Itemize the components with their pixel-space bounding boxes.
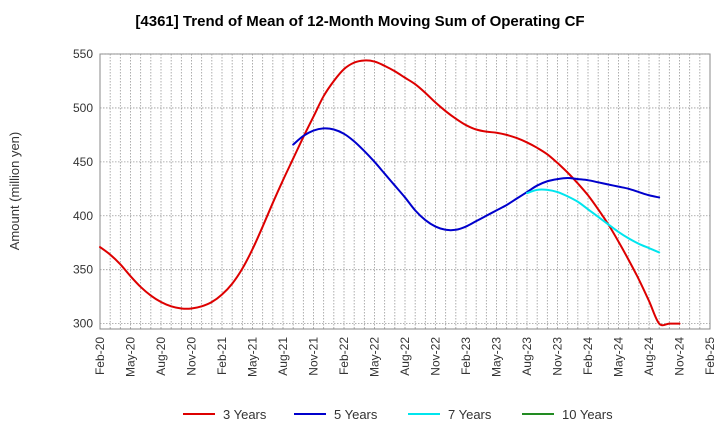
- series-line-7-years: [526, 188, 661, 254]
- y-tick-label: 350: [73, 263, 93, 277]
- series-line-5-years: [292, 127, 661, 232]
- y-tick-label: 550: [73, 47, 93, 61]
- x-tick-label: Nov-24: [673, 337, 687, 376]
- y-tick-labels: 300 350 400 450 500 550: [73, 47, 93, 331]
- x-tick-label: May-22: [368, 337, 382, 377]
- x-tick-label: Aug-20: [154, 337, 168, 376]
- y-tick-label: 500: [73, 101, 93, 115]
- chart-title: [4361] Trend of Mean of 12-Month Moving …: [135, 13, 585, 30]
- grid-layer: [100, 53, 710, 329]
- x-tick-label: May-24: [612, 337, 626, 377]
- y-tick-label: 300: [73, 317, 93, 331]
- x-tick-label: May-23: [490, 337, 504, 377]
- x-tick-label: Feb-25: [703, 337, 717, 375]
- x-tick-label: Feb-20: [93, 337, 107, 375]
- x-tick-label: Feb-23: [459, 337, 473, 375]
- y-tick-label: 450: [73, 155, 93, 169]
- x-tick-label: Nov-21: [307, 337, 321, 376]
- legend-label: 10 Years: [562, 407, 613, 422]
- series-line-3-years: [99, 59, 559, 310]
- x-tick-label: Feb-22: [337, 337, 351, 375]
- series-line-3-years-cont: [556, 161, 681, 327]
- x-tick-label: Nov-20: [185, 337, 199, 376]
- x-tick-label: Nov-23: [551, 337, 565, 376]
- series-layer: [99, 59, 681, 327]
- legend: 3 Years 5 Years 7 Years 10 Years: [183, 407, 613, 422]
- x-tick-label: May-21: [246, 337, 260, 377]
- x-tick-label: Aug-22: [398, 337, 412, 376]
- x-tick-labels: Feb-20 May-20 Aug-20 Nov-20 Feb-21 May-21 Aug-…: [93, 337, 717, 377]
- x-tick-label: Nov-22: [429, 337, 443, 376]
- plot-area: [99, 53, 711, 330]
- x-tick-label: Aug-21: [276, 337, 290, 376]
- y-tick-label: 400: [73, 209, 93, 223]
- legend-label: 3 Years: [223, 407, 267, 422]
- x-tick-label: Feb-21: [215, 337, 229, 375]
- y-axis-label: Amount (million yen): [7, 132, 22, 251]
- legend-label: 5 Years: [334, 407, 378, 422]
- x-tick-label: Aug-23: [520, 337, 534, 376]
- x-tick-label: Feb-24: [581, 337, 595, 375]
- x-tick-label: Aug-24: [642, 337, 656, 376]
- legend-label: 7 Years: [448, 407, 492, 422]
- x-tick-label: May-20: [124, 337, 138, 377]
